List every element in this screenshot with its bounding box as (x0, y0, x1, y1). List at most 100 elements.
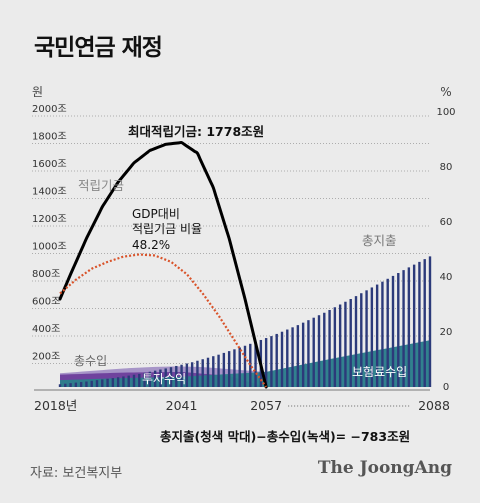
expenditure-bar (111, 378, 115, 387)
left-tick-label: 800조 (32, 269, 60, 280)
expenditure-bar (164, 368, 167, 387)
expenditure-bar (333, 307, 337, 387)
publisher-logo: The JoongAng (317, 458, 452, 478)
expenditure-bars (58, 256, 432, 387)
expenditure-bar (407, 267, 411, 387)
expenditure-bar (101, 379, 104, 387)
x-axis: 2018년 2041 2057 2088 (34, 389, 450, 413)
left-tick-label: 1600조 (32, 159, 67, 170)
expenditure-bar (370, 287, 374, 387)
fund-line (58, 140, 268, 389)
expenditure-bar (79, 382, 83, 387)
expenditure-bar (423, 259, 426, 387)
expenditure-bar (127, 375, 130, 387)
right-tick-label: 40 (440, 272, 453, 283)
left-tick-label: 1800조 (32, 132, 67, 143)
expenditure-bar (418, 261, 421, 387)
expenditure-bar (254, 341, 257, 387)
expenditure-bar (275, 333, 278, 387)
expenditure-bar (90, 380, 93, 387)
expenditure-bar (360, 293, 363, 387)
expenditure-bar (412, 264, 416, 387)
chart-lines (58, 140, 268, 389)
right-axis-unit: % (440, 85, 451, 99)
expenditure-bar (249, 343, 252, 387)
expenditure-bar (402, 270, 405, 387)
expenditure-bar (85, 381, 88, 387)
expenditure-bar (227, 351, 231, 387)
page-title: 국민연금 재정 (34, 35, 163, 61)
expenditure-bar (190, 362, 194, 387)
expenditure-bar (338, 304, 342, 387)
right-axis: % 100 80 60 40 20 0 (436, 85, 455, 393)
expenditure-bar (386, 278, 389, 387)
revenue-label: 총수입 (74, 354, 107, 368)
expenditure-bar (169, 367, 173, 387)
expenditure-bar (238, 347, 241, 387)
expenditure-bar (349, 299, 352, 387)
formula-note: 총지출(청색 막대)−총수입(녹색)= −783조원 (160, 429, 411, 444)
expenditure-label: 총지출 (362, 233, 397, 248)
expenditure-bar (122, 376, 125, 387)
fund-label: 적립기금 (78, 178, 124, 193)
expenditure-bar (74, 382, 78, 387)
expenditure-bar (328, 310, 331, 387)
expenditure-bar (291, 327, 294, 387)
ratio-label-line2: 적립기금 비율 (132, 222, 202, 236)
expenditure-bar (148, 371, 152, 387)
left-tick-label: 400조 (32, 324, 60, 335)
expenditure-bar (116, 377, 120, 387)
expenditure-bar (212, 356, 215, 387)
left-tick-label: 200조 (32, 352, 60, 363)
left-tick-label: 1200조 (32, 214, 67, 225)
x-tick-label: 2088 (418, 398, 450, 413)
ratio-label-line1: GDP대비 (132, 207, 180, 221)
expenditure-bar (243, 345, 247, 387)
investment-label: 투자수익 (142, 372, 186, 386)
expenditure-bar (397, 273, 400, 387)
expenditure-bar (138, 373, 141, 387)
left-tick-label: 600조 (32, 297, 60, 308)
x-tick-label: 2057 (250, 398, 282, 413)
fund-peak-label: 최대적립기금: 1778조원 (128, 124, 264, 139)
revenue-areas (60, 340, 430, 387)
expenditure-bar (58, 384, 62, 387)
expenditure-bar (323, 312, 326, 387)
right-tick-label: 80 (440, 162, 453, 173)
expenditure-bar (196, 360, 199, 387)
expenditure-bar (180, 364, 183, 387)
x-tick-label: 2018년 (34, 398, 77, 413)
expenditure-bar (270, 336, 273, 387)
left-axis-unit: 원 (32, 85, 43, 99)
premium-area (60, 340, 430, 387)
expenditure-bar (286, 329, 289, 387)
expenditure-bar (375, 284, 379, 387)
expenditure-bar (106, 378, 109, 387)
expenditure-bar (391, 275, 395, 387)
right-tick-label: 60 (440, 217, 453, 228)
right-tick-label: 100 (436, 107, 455, 118)
expenditure-bar (307, 320, 310, 387)
left-tick-label: 2000조 (32, 104, 67, 115)
ratio-value: 48.2% (132, 238, 170, 252)
expenditure-bar (233, 349, 236, 387)
expenditure-bar (317, 315, 321, 387)
expenditure-bar (132, 374, 136, 387)
premium-label: 보험료수입 (352, 365, 407, 379)
expenditure-bar (69, 383, 72, 387)
expenditure-bar (95, 380, 99, 387)
expenditure-bar (280, 331, 284, 387)
expenditure-bar (159, 369, 162, 387)
expenditure-bar (381, 281, 384, 387)
left-tick-label: 1000조 (32, 242, 67, 253)
expenditure-bar (264, 338, 268, 387)
gridlines (32, 115, 430, 364)
source-label: 자료: 보건복지부 (30, 466, 123, 481)
x-tick-label: 2041 (166, 398, 198, 413)
left-axis: 원 2000조 1800조 1600조 1400조 1200조 1000조 800조 600조 4… (32, 85, 67, 363)
expenditure-bar (64, 383, 67, 387)
expenditure-bar (143, 372, 146, 387)
expenditure-bar (153, 370, 157, 387)
expenditure-bar (354, 296, 358, 387)
